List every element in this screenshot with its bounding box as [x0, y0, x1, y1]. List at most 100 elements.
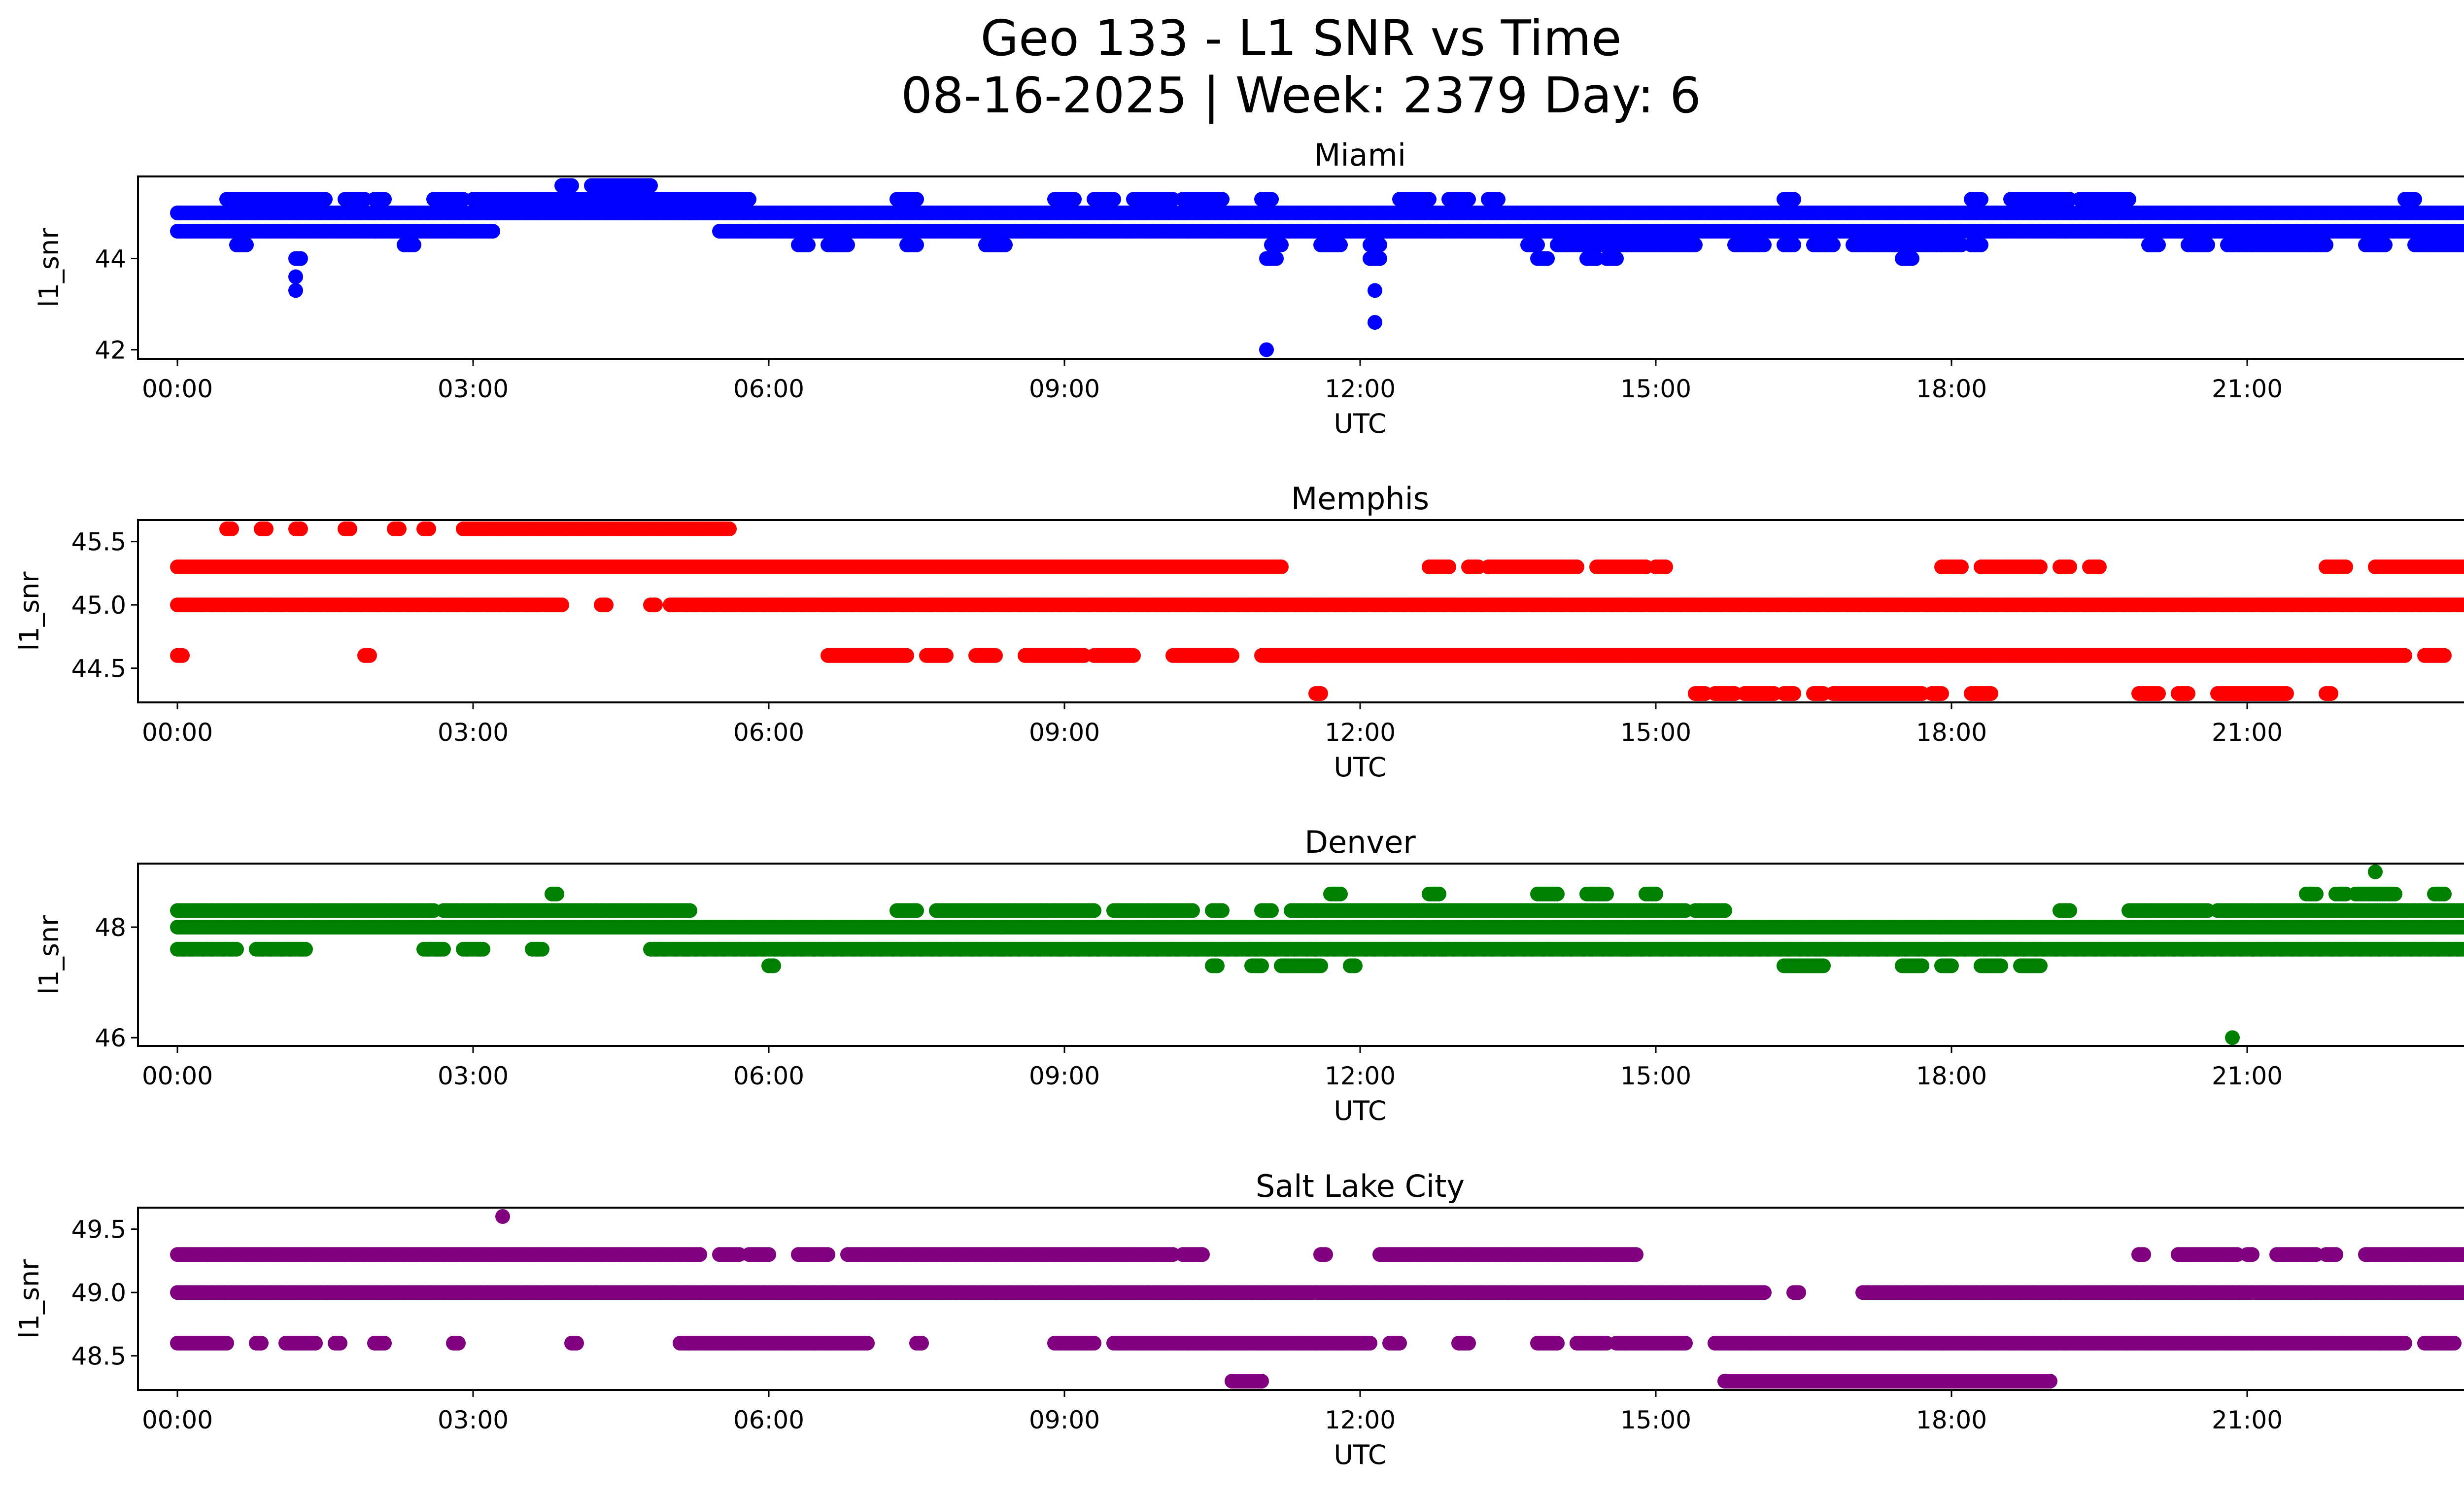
data-point [1905, 251, 1919, 266]
data-point [1372, 251, 1387, 266]
data-point [1313, 686, 1328, 701]
data-point [1126, 648, 1141, 663]
data-point [1441, 559, 1456, 575]
data-point [259, 522, 274, 536]
data-point [564, 178, 579, 193]
data-point [1540, 251, 1555, 266]
data-point [1372, 237, 1387, 252]
x-tick-label: 18:00 [1916, 375, 1987, 403]
data-point [1269, 251, 1284, 266]
data-point [2122, 192, 2136, 207]
data-point [407, 237, 421, 252]
data-point [1954, 559, 1969, 575]
subplot-miami: Miami 42 44 l1_snr 00:00 03:00 06:00 09:00 12:00… [34, 137, 2464, 439]
data-point [362, 648, 377, 663]
data-point [1333, 237, 1348, 252]
data-point [1259, 342, 1274, 357]
data-point [2151, 237, 2166, 252]
data-point [840, 237, 855, 252]
data-point [2319, 237, 2333, 252]
data-point [1984, 686, 1998, 701]
data-point [909, 192, 924, 207]
data-point [2092, 559, 2107, 575]
data-point [998, 237, 1013, 252]
subplot-title: Miami [1314, 137, 1406, 173]
data-point [1786, 237, 1801, 252]
data-point [1570, 559, 1584, 575]
x-axis-label: UTC [1334, 408, 1386, 439]
chart-subtitle: 08-16-2025 | Week: 2379 Day: 6 [901, 67, 1701, 124]
data-point [2397, 648, 2412, 663]
data-point [988, 648, 1003, 663]
data-point [224, 522, 239, 536]
data-point [2462, 225, 2464, 237]
data-point [2462, 207, 2464, 219]
data-point [421, 522, 436, 536]
data-point [485, 224, 500, 239]
x-tick-label: 03:00 [438, 375, 509, 403]
data-point [1368, 315, 1382, 330]
data-point [801, 237, 816, 252]
data-points [170, 178, 2464, 357]
x-tick-label: 09:00 [1029, 375, 1100, 403]
data-point [1609, 251, 1624, 266]
data-point [1826, 237, 1841, 252]
data-point [599, 597, 614, 613]
data-points [170, 522, 2464, 701]
x-tick-label: 06:00 [733, 375, 804, 403]
data-point [175, 648, 190, 663]
data-point [2378, 237, 2393, 252]
y-tick-label: 44 [95, 245, 126, 274]
x-tick-label: 21:00 [2212, 375, 2283, 403]
data-point [1368, 283, 1382, 298]
data-point [1934, 686, 1949, 701]
data-point [1264, 192, 1279, 207]
data-point [239, 237, 254, 252]
data-point [2338, 559, 2353, 575]
data-point [342, 522, 357, 536]
data-point [1225, 648, 1239, 663]
data-point [2200, 237, 2215, 252]
data-point [1274, 237, 1289, 252]
data-point [1491, 192, 1506, 207]
data-point [288, 269, 303, 284]
x-tick-label: 12:00 [1325, 375, 1396, 403]
x-tick-label: 00:00 [142, 375, 213, 403]
data-point [643, 178, 658, 193]
data-point [1757, 237, 1772, 252]
data-point [742, 192, 756, 207]
data-point [648, 597, 663, 613]
data-point [1422, 192, 1437, 207]
data-point [293, 522, 308, 536]
data-point [1786, 686, 1801, 701]
data-point [939, 648, 954, 663]
data-point [1274, 559, 1289, 575]
data-point [1974, 237, 1988, 252]
data-point [1974, 192, 1988, 207]
subplot-title: Memphis [1291, 481, 1429, 517]
data-point [899, 648, 914, 663]
data-point [1215, 192, 1230, 207]
data-point [1786, 192, 1801, 207]
data-point [722, 522, 737, 536]
data-point [1067, 192, 1082, 207]
data-point [2181, 686, 2195, 701]
data-point [288, 283, 303, 298]
data-point [2437, 648, 2452, 663]
data-point [909, 237, 924, 252]
data-point [392, 522, 407, 536]
data-point [2033, 559, 2048, 575]
data-point [1106, 192, 1121, 207]
data-point [293, 251, 308, 266]
x-tick-label: 15:00 [1620, 375, 1691, 403]
data-point [554, 597, 569, 613]
data-point [2407, 192, 2422, 207]
chart-title: Geo 133 - L1 SNR vs Time [981, 9, 1622, 67]
data-point [1461, 192, 1476, 207]
data-point [318, 192, 333, 207]
data-point [2062, 559, 2077, 575]
y-tick-label: 42 [95, 336, 126, 365]
y-axis-label: l1_snr [34, 228, 65, 308]
